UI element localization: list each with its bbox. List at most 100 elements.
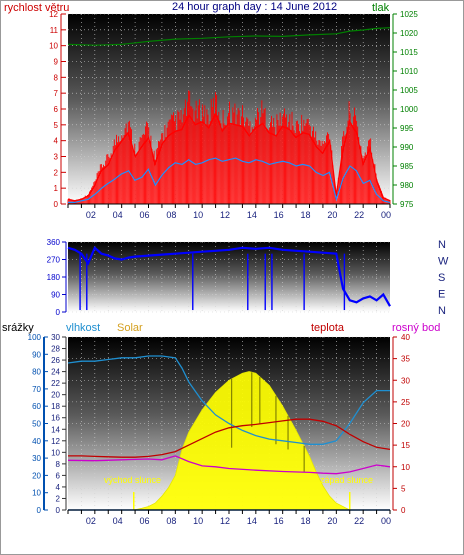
direction-tick-label: 360 xyxy=(47,238,61,247)
compass-n-label: N xyxy=(438,305,446,317)
time-tick-label: 10 xyxy=(193,516,203,526)
wind-tick-label: 3 xyxy=(54,153,59,162)
time-tick-label: 16 xyxy=(274,210,284,220)
humidity-tick-label: 24 xyxy=(51,368,60,377)
wind-direction-line xyxy=(67,245,391,307)
wind-tick-label: 10 xyxy=(49,42,58,51)
pressure-tick-label: 975 xyxy=(400,200,414,209)
time-tick-label: 18 xyxy=(300,516,310,526)
humidity-tick-label: 10 xyxy=(51,448,60,457)
time-tick-label: 12 xyxy=(220,210,230,220)
time-tick-label: 04 xyxy=(113,210,123,220)
time-tick-label: 22 xyxy=(354,210,364,220)
time-tick-label: 08 xyxy=(166,516,176,526)
wind-tick-label: 1 xyxy=(54,184,59,193)
temperature-tick-label: 5 xyxy=(401,484,406,493)
humidity-tick-label: 22 xyxy=(51,379,60,388)
direction-tick-label: 180 xyxy=(47,273,61,282)
pressure-tick-label: 1000 xyxy=(400,105,418,114)
wind-tick-label: 7 xyxy=(54,89,59,98)
temperature-tick-label: 35 xyxy=(401,355,410,364)
temperature-tick-label: 40 xyxy=(401,333,410,342)
wind-tick-label: 9 xyxy=(54,58,59,67)
time-tick-label: 20 xyxy=(327,210,337,220)
pressure-tick-label: 1025 xyxy=(400,10,418,19)
rain-tick-label: 40 xyxy=(32,437,41,446)
dewpoint-line xyxy=(67,455,391,475)
humidity-tick-label: 20 xyxy=(51,391,60,400)
time-tick-label: 22 xyxy=(354,516,364,526)
temperature-tick-label: 10 xyxy=(401,463,410,472)
humidity-tick-label: 26 xyxy=(51,356,60,365)
panel-weather-time-axis: 02 04 06 08 10 12 14 16 18 20 22 00 xyxy=(67,509,391,526)
temperature-tick-label: 25 xyxy=(401,398,410,407)
humidity-tick-label: 14 xyxy=(51,425,60,434)
wind-gust-line xyxy=(67,112,391,202)
rain-tick-label: 60 xyxy=(32,402,41,411)
wind-tick-label: 4 xyxy=(54,137,59,146)
time-tick-label: 04 xyxy=(113,516,123,526)
pressure-tick-label: 1020 xyxy=(400,29,418,38)
rain-tick-label: 80 xyxy=(32,368,41,377)
solar-area xyxy=(68,371,390,511)
temperature-tick-label: 30 xyxy=(401,376,410,385)
humidity-tick-label: 8 xyxy=(56,460,61,469)
humidity-tick-label: 28 xyxy=(51,345,60,354)
time-tick-label: 18 xyxy=(300,210,310,220)
wind-tick-label: 8 xyxy=(54,73,59,82)
time-tick-label: 14 xyxy=(247,210,257,220)
compass-s-label: S xyxy=(438,272,445,284)
direction-tick-label: 270 xyxy=(47,256,61,265)
pressure-tick-label: 985 xyxy=(400,162,414,171)
wind-tick-label: 11 xyxy=(50,26,59,35)
time-tick-label: 00 xyxy=(381,516,391,526)
rain-axis: 0 10 20 30 40 50 60 70 80 90 100 xyxy=(28,333,48,515)
humidity-line xyxy=(67,355,390,445)
panel-direction-data xyxy=(67,245,391,311)
temperature-axis: 0 5 10 15 20 25 30 35 40 xyxy=(392,333,410,515)
humidity-tick-label: 0 xyxy=(56,506,61,515)
pressure-axis: 975 980 985 990 995 1000 1005 1010 1015 1020 1025 xyxy=(392,10,418,209)
time-tick-label: 16 xyxy=(274,516,284,526)
rain-tick-label: 20 xyxy=(32,471,41,480)
rain-tick-label: 50 xyxy=(32,420,41,429)
humidity-tick-label: 4 xyxy=(56,483,61,492)
sunset-label: západ slunce xyxy=(320,475,373,485)
humidity-tick-label: 12 xyxy=(51,437,60,446)
solar-axis-label: Solar xyxy=(117,322,143,334)
time-tick-label: 06 xyxy=(139,516,149,526)
pressure-line xyxy=(67,27,391,46)
time-tick-label: 08 xyxy=(166,210,176,220)
time-tick-label: 14 xyxy=(247,516,257,526)
pressure-tick-label: 1010 xyxy=(400,67,418,76)
wind-tick-label: 6 xyxy=(54,105,59,114)
temperature-tick-label: 20 xyxy=(401,420,410,429)
temperature-tick-label: 15 xyxy=(401,441,410,450)
humidity-axis-label: vlhkost xyxy=(66,322,100,334)
panel-wind-data xyxy=(67,27,391,204)
wind-tick-label: 2 xyxy=(54,168,59,177)
wind-tick-label: 12 xyxy=(49,10,58,19)
rain-tick-label: 90 xyxy=(32,350,41,359)
humidity-tick-label: 18 xyxy=(51,402,60,411)
pressure-tick-label: 1015 xyxy=(400,48,418,57)
sunrise-label: východ slunce xyxy=(104,475,161,485)
humidity-tick-label: 16 xyxy=(51,414,60,423)
wind-tick-label: 5 xyxy=(54,121,59,130)
time-tick-label: 02 xyxy=(86,516,96,526)
rain-tick-label: 10 xyxy=(32,489,41,498)
pressure-tick-label: 1005 xyxy=(400,86,418,95)
pressure-tick-label: 990 xyxy=(400,143,414,152)
rain-tick-label: 0 xyxy=(37,506,42,515)
wind-tick-label: 0 xyxy=(54,200,59,209)
time-tick-label: 02 xyxy=(86,210,96,220)
time-tick-label: 20 xyxy=(327,516,337,526)
pressure-tick-label: 980 xyxy=(400,181,414,190)
time-tick-label: 00 xyxy=(381,210,391,220)
pressure-axis-label: tlak xyxy=(372,2,390,14)
compass-n-label: N xyxy=(438,239,446,251)
time-tick-label: 12 xyxy=(220,516,230,526)
